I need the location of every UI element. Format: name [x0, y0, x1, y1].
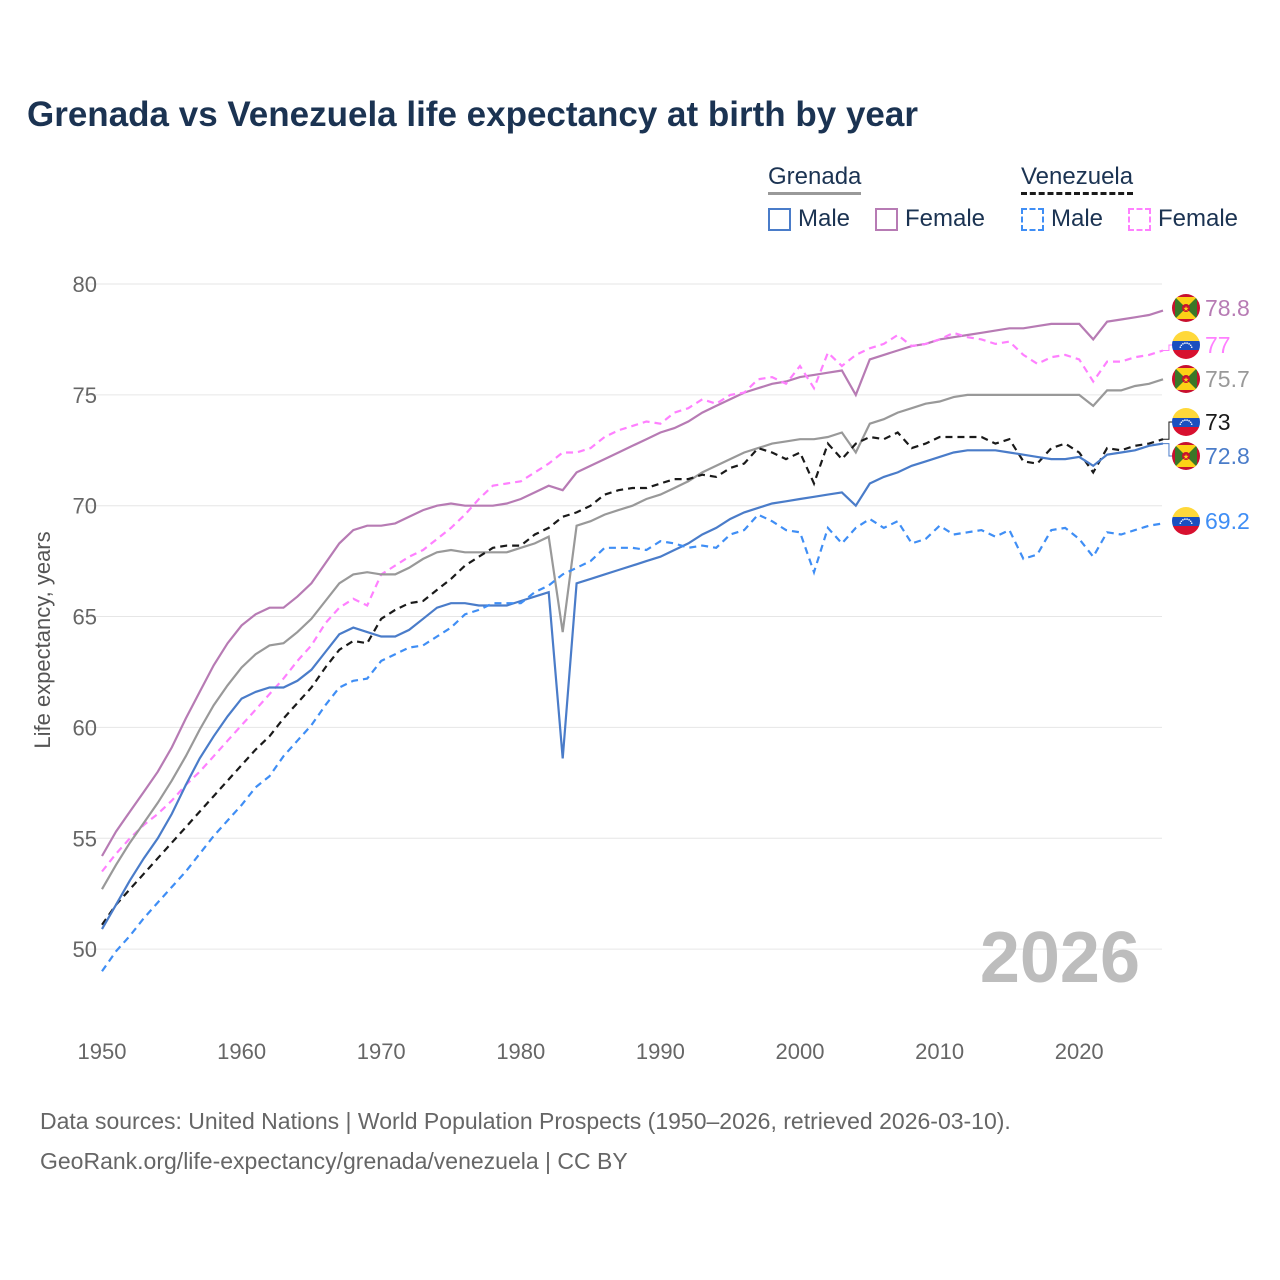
series-line-grenada-total: [101, 378, 1164, 890]
x-tick-label: 1960: [217, 1039, 266, 1064]
label-connector: [1162, 344, 1175, 352]
series-line-venezuela-female: [101, 331, 1164, 873]
venezuela-flag-icon: [1172, 408, 1200, 436]
y-tick-label: 75: [73, 383, 97, 408]
end-value-label: 73: [1205, 409, 1231, 435]
y-tick-label: 70: [73, 494, 97, 519]
x-tick-label: 2020: [1055, 1039, 1104, 1064]
legend-label: Female: [905, 205, 986, 232]
legend-swatch: [1021, 207, 1044, 231]
y-tick-label: 80: [73, 272, 97, 297]
chart-title: Grenada vs Venezuela life expectancy at …: [27, 95, 918, 134]
legend-label: Female: [1158, 205, 1239, 232]
legend-group-title: Venezuela: [1021, 163, 1134, 195]
svg-text:★: ★: [1183, 305, 1189, 313]
x-tick-label: 1950: [78, 1039, 127, 1064]
legend-group-venezuela: Venezuela: [1021, 163, 1134, 195]
grenada-flag-icon: ★: [1172, 294, 1200, 322]
svg-text:★: ★: [1183, 453, 1189, 461]
legend-label: Male: [1051, 205, 1104, 232]
grenada-flag-icon: ★: [1172, 442, 1200, 470]
x-tick-label: 1970: [357, 1039, 406, 1064]
footer-link[interactable]: GeoRank.org/life-expectancy/grenada/vene…: [40, 1148, 628, 1174]
legend-label: Male: [798, 205, 851, 232]
legend-item-grenada-male: Male: [768, 205, 850, 233]
series-line-grenada-female: [101, 309, 1164, 857]
series-lines: [101, 309, 1164, 972]
end-value-label: 77: [1205, 332, 1231, 358]
legend-group-grenada: Grenada: [768, 163, 862, 195]
legend-item-venezuela-male: Male: [1021, 205, 1103, 233]
label-connector: [1162, 443, 1175, 457]
year-watermark: 2026: [980, 918, 1140, 998]
y-tick-label: 60: [73, 715, 97, 740]
x-axis-ticks: 1950 1960 1970 1980 1990 2000 2010 2020: [78, 1039, 1104, 1064]
gridlines: [80, 283, 1162, 950]
end-value-label: 72.8: [1205, 443, 1250, 469]
footer-sources: Data sources: United Nations | World Pop…: [40, 1108, 1011, 1134]
x-tick-label: 2000: [776, 1039, 825, 1064]
venezuela-flag-icon: [1172, 331, 1200, 359]
venezuela-flag-icon: [1172, 507, 1200, 535]
end-value-label: 78.8: [1205, 295, 1250, 321]
legend-swatch: [875, 207, 898, 231]
x-tick-label: 1980: [496, 1039, 545, 1064]
series-line-grenada-male: [101, 442, 1164, 930]
legend-group-title: Grenada: [768, 163, 862, 195]
x-tick-label: 1990: [636, 1039, 685, 1064]
y-tick-label: 65: [73, 605, 97, 630]
grenada-flag-icon: ★: [1172, 365, 1200, 393]
legend-item-grenada-female: Female: [875, 205, 985, 233]
label-connector: [1162, 421, 1175, 440]
legend-swatch: [768, 207, 791, 231]
legend-item-venezuela-female: Female: [1128, 205, 1238, 233]
series-line-venezuela-total: [101, 431, 1164, 926]
svg-text:★: ★: [1183, 376, 1189, 384]
x-tick-label: 2010: [915, 1039, 964, 1064]
y-axis-label: Life expectancy, years: [30, 531, 55, 748]
y-tick-label: 55: [73, 826, 97, 851]
legend-swatch: [1128, 207, 1151, 231]
y-tick-label: 50: [73, 937, 97, 962]
y-axis-ticks: 50 55 60 65 70 75 80: [73, 272, 97, 962]
end-labels: ★ 78.8 77 ★ 75.7 73 ★ 72.8 69.2: [1162, 294, 1250, 535]
end-value-label: 75.7: [1205, 366, 1250, 392]
end-value-label: 69.2: [1205, 508, 1250, 534]
